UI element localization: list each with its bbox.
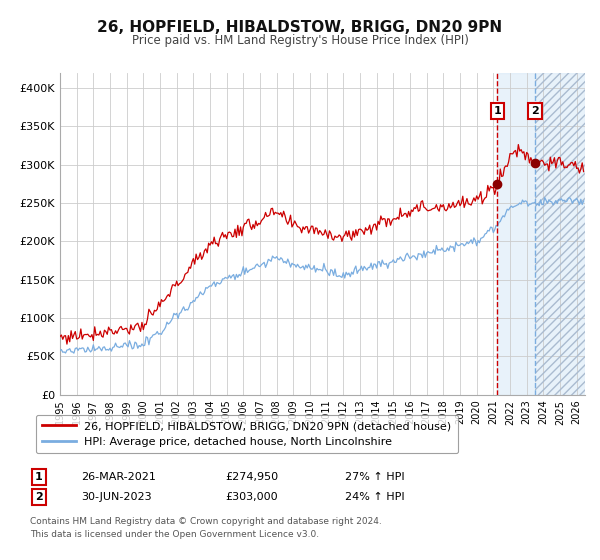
Text: 27% ↑ HPI: 27% ↑ HPI — [345, 472, 404, 482]
Text: 26, HOPFIELD, HIBALDSTOW, BRIGG, DN20 9PN: 26, HOPFIELD, HIBALDSTOW, BRIGG, DN20 9P… — [97, 20, 503, 35]
Bar — [535, 73, 585, 395]
Text: 24% ↑ HPI: 24% ↑ HPI — [345, 492, 404, 502]
Text: £303,000: £303,000 — [225, 492, 278, 502]
Legend: 26, HOPFIELD, HIBALDSTOW, BRIGG, DN20 9PN (detached house), HPI: Average price, : 26, HOPFIELD, HIBALDSTOW, BRIGG, DN20 9P… — [35, 414, 458, 454]
Text: 26-MAR-2021: 26-MAR-2021 — [81, 472, 156, 482]
Text: 1: 1 — [35, 472, 43, 482]
Text: 2: 2 — [35, 492, 43, 502]
Text: Price paid vs. HM Land Registry's House Price Index (HPI): Price paid vs. HM Land Registry's House … — [131, 34, 469, 46]
Text: 1: 1 — [493, 106, 501, 116]
Text: Contains HM Land Registry data © Crown copyright and database right 2024.: Contains HM Land Registry data © Crown c… — [30, 517, 382, 526]
Text: 2: 2 — [531, 106, 539, 116]
Text: £274,950: £274,950 — [225, 472, 278, 482]
Bar — [497, 73, 585, 395]
Text: 30-JUN-2023: 30-JUN-2023 — [81, 492, 152, 502]
Text: This data is licensed under the Open Government Licence v3.0.: This data is licensed under the Open Gov… — [30, 530, 319, 539]
